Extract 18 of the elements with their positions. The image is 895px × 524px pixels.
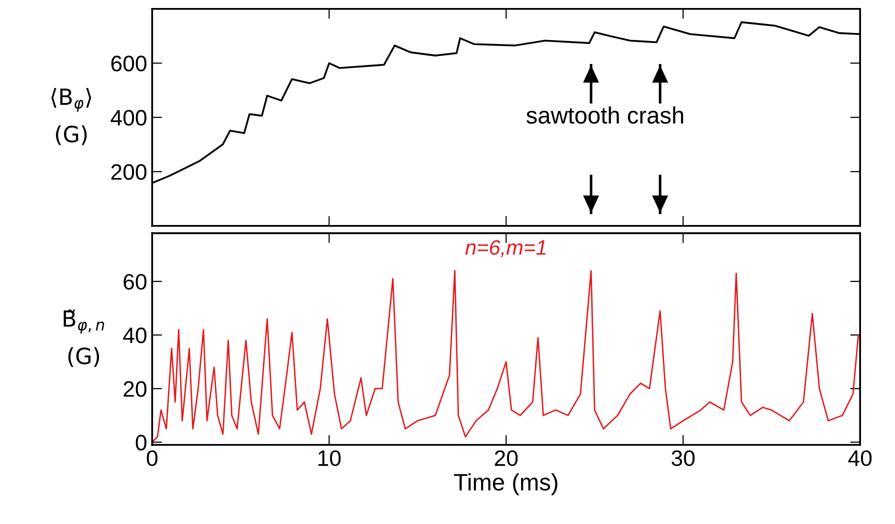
y-tick-label: 40 [123, 328, 146, 344]
x-tick-label: 20 [494, 450, 518, 466]
y-tick-label: 60 [124, 274, 146, 290]
line-series [152, 270, 860, 443]
series-label: n=6,m=1 [465, 240, 546, 258]
y-tick-label: 0 [136, 434, 146, 450]
annotation: sawtooth crash [526, 106, 684, 124]
y-tick-label: 20 [124, 381, 146, 397]
x-tick-label: 10 [318, 450, 341, 466]
y-tick-label: 400 [110, 110, 146, 126]
x-tick-label: 0 [146, 450, 158, 466]
y-tick-label: 600 [111, 56, 146, 72]
y-axis-title: B̃$_{φ,n}$ (G) [64, 309, 104, 367]
y-tick-label: 200 [111, 164, 146, 180]
x-tick-label: 30 [672, 450, 695, 466]
x-axis-title: Time (ms) [454, 473, 558, 496]
y-axis-title: ⟨B$_{φ}$⟩ (G) [51, 88, 92, 146]
x-tick-label: 40 [848, 450, 872, 466]
